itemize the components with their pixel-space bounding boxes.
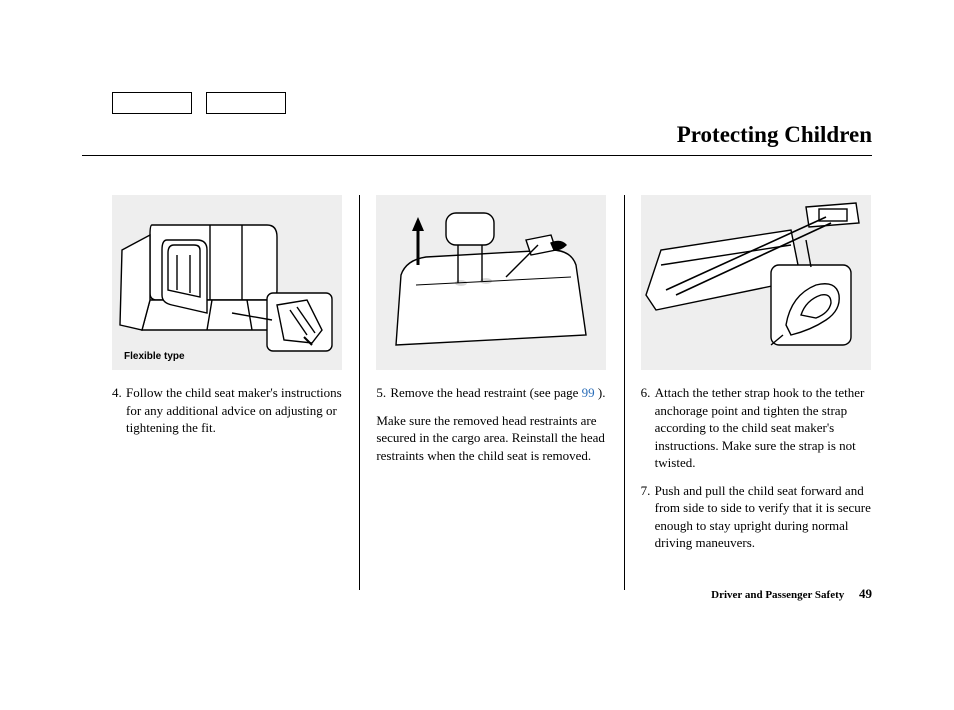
step-7: 7. Push and pull the child seat forward … [641, 482, 872, 552]
figure-child-seat: Flexible type [112, 195, 342, 370]
step-text: Attach the tether strap hook to the teth… [655, 384, 872, 472]
step-number: 4. [112, 384, 126, 437]
nav-button-row [112, 92, 286, 114]
column-separator [359, 195, 360, 590]
figure-head-restraint [376, 195, 606, 370]
step-number: 5. [376, 384, 390, 402]
step-4: 4. Follow the child seat maker's instruc… [112, 384, 343, 437]
footer-section: Driver and Passenger Safety [711, 589, 844, 601]
column-separator [624, 195, 625, 590]
title-rule [82, 155, 872, 156]
step-6: 6. Attach the tether strap hook to the t… [641, 384, 872, 472]
page-reference-link[interactable]: 99 [582, 385, 595, 400]
page-title: Protecting Children [677, 122, 872, 148]
content-columns: Flexible type 4. Follow the child seat m… [112, 195, 872, 590]
step5-part-b: ). [595, 385, 606, 400]
figure-tether-strap [641, 195, 871, 370]
paragraph: Make sure the removed head restraints ar… [376, 412, 607, 465]
figure-label: Flexible type [124, 351, 185, 362]
footer-page-number: 49 [859, 586, 872, 601]
step-5: 5. Remove the head restraint (see page 9… [376, 384, 607, 402]
step-text: Follow the child seat maker's instructio… [126, 384, 343, 437]
nav-button-prev[interactable] [112, 92, 192, 114]
page-footer: Driver and Passenger Safety 49 [711, 586, 872, 602]
column-2: 5. Remove the head restraint (see page 9… [362, 195, 621, 590]
step-text: Remove the head restraint (see page 99 )… [390, 384, 607, 402]
step-number: 6. [641, 384, 655, 472]
column-1: Flexible type 4. Follow the child seat m… [112, 195, 357, 590]
column-3: 6. Attach the tether strap hook to the t… [627, 195, 872, 590]
step-number: 7. [641, 482, 655, 552]
step-text: Push and pull the child seat forward and… [655, 482, 872, 552]
nav-button-next[interactable] [206, 92, 286, 114]
step5-part-a: Remove the head restraint (see page [390, 385, 581, 400]
